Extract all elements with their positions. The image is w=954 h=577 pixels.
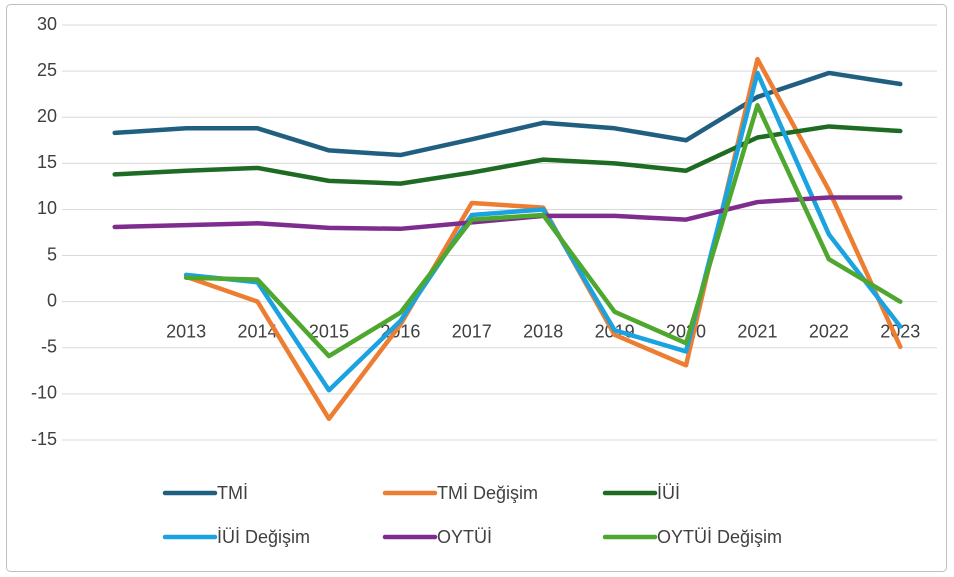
legend-label: TMİ Değişim	[437, 483, 538, 503]
x-tick-label: 2022	[809, 321, 849, 341]
y-tick-label: 15	[37, 152, 57, 172]
y-tick-label: 10	[37, 198, 57, 218]
x-tick-label: 2017	[452, 321, 492, 341]
legend-label: OYTÜİ	[437, 527, 492, 547]
series-line	[112, 70, 903, 158]
legend-label: İÜİ	[657, 483, 680, 503]
legend-label: TMİ	[217, 483, 248, 503]
y-tick-label: -10	[31, 383, 57, 403]
x-tick-label: 2014	[238, 321, 278, 341]
y-tick-label: 30	[37, 14, 57, 34]
legend-label: İÜİ Değişim	[217, 527, 310, 547]
series-line	[183, 70, 903, 393]
x-tick-label: 2018	[523, 321, 563, 341]
y-tick-label: 5	[47, 244, 57, 264]
series-line	[183, 102, 903, 359]
x-tick-label: 2021	[737, 321, 777, 341]
y-tick-label: 20	[37, 106, 57, 126]
y-tick-label: -5	[41, 337, 57, 357]
y-tick-label: 0	[47, 290, 57, 310]
y-tick-label: 25	[37, 60, 57, 80]
x-tick-label: 2013	[166, 321, 206, 341]
chart-border	[6, 4, 947, 572]
x-tick-label: 2015	[309, 321, 349, 341]
legend-label: OYTÜİ Değişim	[657, 527, 782, 547]
y-tick-label: -15	[31, 429, 57, 449]
